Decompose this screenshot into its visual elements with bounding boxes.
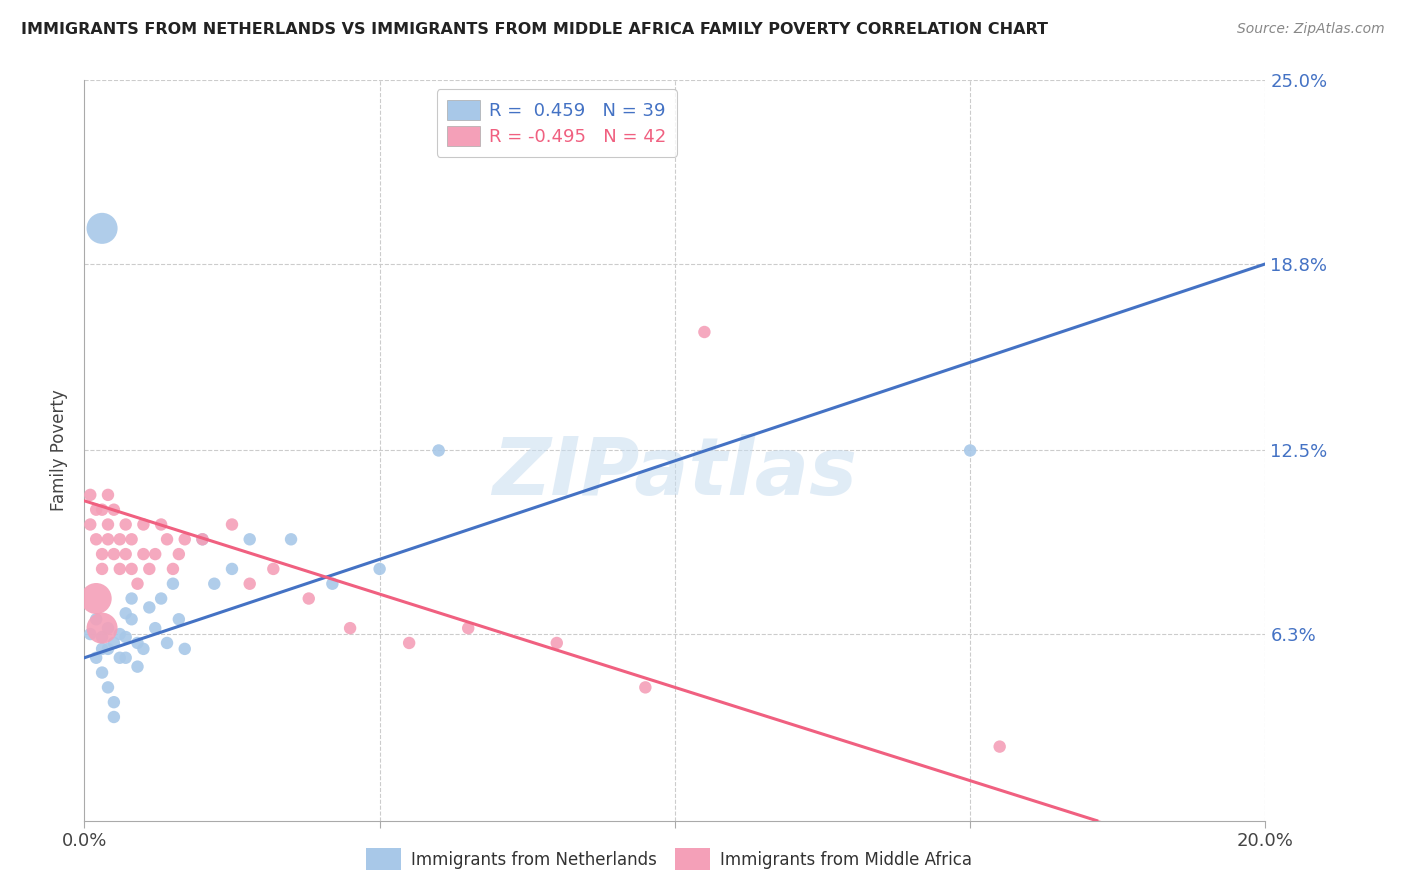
Point	[191, 533, 214, 547]
Point	[79, 517, 101, 532]
Text: ZIPatlas: ZIPatlas	[492, 434, 858, 512]
Point	[132, 517, 155, 532]
Point	[143, 547, 166, 561]
Point	[221, 517, 243, 532]
Point	[959, 443, 981, 458]
Point	[138, 600, 160, 615]
Point	[114, 607, 136, 621]
Point	[91, 641, 114, 656]
Point	[988, 739, 1011, 754]
Point	[150, 591, 173, 606]
Point	[84, 591, 107, 606]
Point	[114, 547, 136, 561]
Text: Immigrants from Netherlands: Immigrants from Netherlands	[411, 851, 657, 869]
Text: IMMIGRANTS FROM NETHERLANDS VS IMMIGRANTS FROM MIDDLE AFRICA FAMILY POVERTY CORR: IMMIGRANTS FROM NETHERLANDS VS IMMIGRANT…	[21, 22, 1047, 37]
Point	[84, 533, 107, 547]
Point	[127, 576, 149, 591]
Point	[121, 562, 143, 576]
Point	[121, 612, 143, 626]
Point	[108, 533, 131, 547]
Point	[103, 710, 125, 724]
Point	[321, 576, 343, 591]
Point	[103, 502, 125, 516]
Point	[634, 681, 657, 695]
Point	[91, 502, 114, 516]
Text: Source: ZipAtlas.com: Source: ZipAtlas.com	[1237, 22, 1385, 37]
Point	[132, 547, 155, 561]
Point	[97, 641, 120, 656]
Point	[132, 641, 155, 656]
Point	[150, 517, 173, 532]
Point	[398, 636, 420, 650]
Point	[202, 576, 225, 591]
Point	[84, 612, 107, 626]
Point	[97, 488, 120, 502]
Point	[108, 627, 131, 641]
Point	[91, 665, 114, 680]
Point	[173, 533, 195, 547]
Point	[167, 612, 190, 626]
Point	[91, 630, 114, 644]
Point	[84, 650, 107, 665]
Point	[114, 517, 136, 532]
Text: Immigrants from Middle Africa: Immigrants from Middle Africa	[720, 851, 972, 869]
Point	[114, 630, 136, 644]
Point	[108, 562, 131, 576]
Point	[156, 636, 179, 650]
Point	[97, 533, 120, 547]
Point	[368, 562, 391, 576]
Point	[108, 650, 131, 665]
Point	[162, 562, 184, 576]
Point	[191, 533, 214, 547]
Point	[84, 502, 107, 516]
Point	[546, 636, 568, 650]
Point	[91, 547, 114, 561]
Point	[298, 591, 321, 606]
FancyBboxPatch shape	[675, 848, 710, 871]
Point	[97, 621, 120, 635]
Point	[91, 562, 114, 576]
Y-axis label: Family Poverty: Family Poverty	[51, 390, 69, 511]
Point	[280, 533, 302, 547]
Point	[162, 576, 184, 591]
Point	[103, 547, 125, 561]
Point	[79, 627, 101, 641]
Point	[167, 547, 190, 561]
Point	[173, 641, 195, 656]
Point	[127, 659, 149, 673]
Point	[114, 650, 136, 665]
Point	[221, 562, 243, 576]
Point	[156, 533, 179, 547]
Point	[121, 533, 143, 547]
Point	[97, 517, 120, 532]
Point	[143, 621, 166, 635]
Point	[103, 695, 125, 709]
Point	[91, 221, 114, 235]
Point	[127, 636, 149, 650]
Point	[339, 621, 361, 635]
Point	[79, 488, 101, 502]
Point	[262, 562, 284, 576]
FancyBboxPatch shape	[366, 848, 401, 871]
Point	[239, 576, 262, 591]
Legend: R =  0.459   N = 39, R = -0.495   N = 42: R = 0.459 N = 39, R = -0.495 N = 42	[436, 89, 678, 157]
Point	[427, 443, 450, 458]
Point	[239, 533, 262, 547]
Point	[97, 681, 120, 695]
Point	[693, 325, 716, 339]
Point	[103, 636, 125, 650]
Point	[91, 621, 114, 635]
Point	[121, 591, 143, 606]
Point	[457, 621, 479, 635]
Point	[138, 562, 160, 576]
